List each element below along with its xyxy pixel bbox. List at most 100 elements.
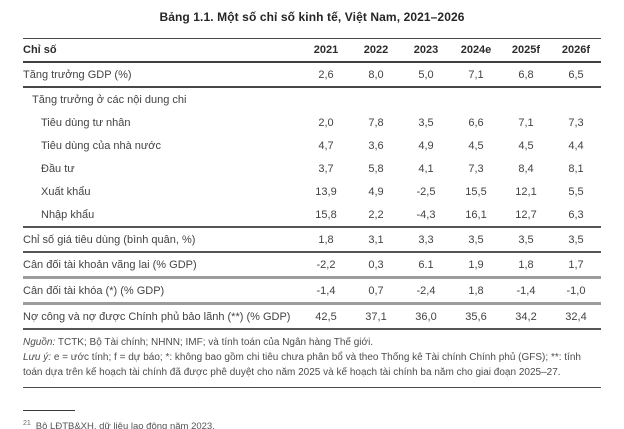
column-header-year: 2022 (363, 44, 389, 56)
row-value: 7,3 (568, 116, 584, 129)
row-label: Xuất khẩu (41, 185, 91, 198)
table-notes: Nguồn: TCTK; Bộ Tài chính; NHNN; IMF; và… (23, 330, 601, 388)
column-header-year: 2021 (313, 44, 339, 56)
row-value: 7,3 (468, 162, 484, 175)
row-value: 3,6 (368, 139, 384, 152)
row-value: 6,3 (568, 208, 584, 221)
row-value: -1,4 (316, 284, 336, 297)
row-value: -1,0 (566, 284, 586, 297)
table-row: Tăng trưởng ở các nội dung chi (23, 88, 601, 111)
footnote-marker: 21 (23, 420, 31, 427)
row-value: 3,5 (418, 116, 434, 129)
row-label: Nợ công và nợ được Chính phủ bảo lãnh (*… (23, 310, 291, 323)
column-header-year: 2024e (460, 44, 492, 56)
row-value: 5,0 (418, 68, 434, 81)
table-body: Tăng trưởng GDP (%) 2,6 8,0 5,0 7,1 6,8 6,5 Tăn… (23, 63, 601, 330)
row-value: 35,6 (465, 310, 487, 323)
row-value: 5,8 (368, 162, 384, 175)
table-row: Tiêu dùng tư nhân 2,0 7,8 3,5 6,6 7,1 7,3 (23, 111, 601, 134)
row-value: 36,0 (415, 310, 437, 323)
row-value: 5,5 (568, 185, 584, 198)
row-value: 15,8 (315, 208, 337, 221)
footnote-21: 21 Bộ LĐTB&XH, dữ liệu lao động năm 2023. (23, 420, 601, 429)
row-value: 6,6 (468, 116, 484, 129)
row-value: 0,7 (368, 284, 384, 297)
row-value: 1,8 (468, 284, 484, 297)
row-value: -2,5 (416, 185, 436, 198)
legend-note-label: Lưu ý: (23, 352, 52, 363)
row-value: 7,8 (368, 116, 384, 129)
column-header-indicator: Chỉ số (23, 44, 57, 56)
row-value: 0,3 (368, 258, 384, 271)
footnote-text: Bộ LĐTB&XH, dữ liệu lao động năm 2023. (35, 421, 215, 429)
row-label: Tiêu dùng của nhà nước (41, 139, 161, 152)
row-value: 13,9 (315, 185, 337, 198)
row-value: -2,4 (416, 284, 436, 297)
row-label: Tăng trưởng GDP (%) (23, 68, 132, 81)
table-row: Đầu tư 3,7 5,8 4,1 7,3 8,4 8,1 (23, 157, 601, 180)
column-header-year: 2026f (561, 44, 591, 56)
row-value: 6,8 (518, 68, 534, 81)
row-value (301, 94, 351, 105)
row-value: 12,1 (515, 185, 537, 198)
column-header-year: 2025f (511, 44, 541, 56)
row-value (451, 94, 501, 105)
row-value: -1,4 (516, 284, 536, 297)
row-value: 3,7 (318, 162, 334, 175)
row-value: 3,5 (568, 233, 584, 246)
row-value: 4,1 (418, 162, 434, 175)
row-value: -2,2 (316, 258, 336, 271)
row-value (551, 94, 601, 105)
row-label: Cân đối tài khoản vãng lai (% GDP) (23, 258, 197, 271)
source-note: Nguồn: TCTK; Bộ Tài chính; NHNN; IMF; và… (23, 335, 601, 350)
source-note-label: Nguồn: (23, 337, 56, 348)
row-value: 3,3 (418, 233, 434, 246)
row-value: 4,5 (468, 139, 484, 152)
row-value: 2,6 (318, 68, 334, 81)
table-header-row: Chỉ số 2021 2022 2023 2024e 2025f 2026f (23, 38, 601, 63)
table-row: Cân đối tài khoản vãng lai (% GDP) -2,2 0,… (23, 253, 601, 279)
row-value: 37,1 (365, 310, 387, 323)
source-note-text: TCTK; Bộ Tài chính; NHNN; IMF; và tính t… (57, 337, 374, 348)
row-value: 4,7 (318, 139, 334, 152)
table-row: Chỉ số giá tiêu dùng (bình quân, %) 1,8 3,… (23, 228, 601, 253)
economic-indicators-table: Chỉ số 2021 2022 2023 2024e 2025f 2026f Tăng … (23, 38, 601, 330)
table-row: Nợ công và nợ được Chính phủ bảo lãnh (*… (23, 305, 601, 330)
row-value: 32,4 (565, 310, 587, 323)
row-value: 2,2 (368, 208, 384, 221)
row-value: 16,1 (465, 208, 487, 221)
row-value: 1,7 (568, 258, 584, 271)
row-label: Đầu tư (41, 162, 75, 175)
row-label: Tiêu dùng tư nhân (41, 116, 131, 129)
row-value: -4,3 (416, 208, 436, 221)
row-value: 1,8 (518, 258, 534, 271)
row-value: 4,9 (418, 139, 434, 152)
row-value: 4,5 (518, 139, 534, 152)
row-value: 6,5 (568, 68, 584, 81)
legend-note-text: e = ước tính; f = dự báo; *: không bao g… (23, 352, 581, 378)
row-value: 2,0 (318, 116, 334, 129)
row-value: 3,5 (518, 233, 534, 246)
row-value: 42,5 (315, 310, 337, 323)
row-label: Tăng trưởng ở các nội dung chi (32, 93, 187, 106)
row-value (501, 94, 551, 105)
row-value: 7,1 (468, 68, 484, 81)
row-value (401, 94, 451, 105)
column-header-year: 2023 (413, 44, 439, 56)
row-value: 8,4 (518, 162, 534, 175)
row-value: 6.1 (418, 258, 434, 271)
row-value: 3,1 (368, 233, 384, 246)
row-value: 8,1 (568, 162, 584, 175)
row-value: 8,0 (368, 68, 384, 81)
row-label: Chỉ số giá tiêu dùng (bình quân, %) (23, 233, 196, 246)
legend-note: Lưu ý: e = ước tính; f = dự báo; *: khôn… (23, 350, 601, 380)
row-value: 12,7 (515, 208, 537, 221)
row-value: 15,5 (465, 185, 487, 198)
row-value: 4,4 (568, 139, 584, 152)
table-row: Tiêu dùng của nhà nước 4,7 3,6 4,9 4,5 4,5 4,4 (23, 134, 601, 157)
row-value: 34,2 (515, 310, 537, 323)
row-value: 4,9 (368, 185, 384, 198)
footnote-separator (23, 410, 75, 411)
row-value: 3,5 (468, 233, 484, 246)
